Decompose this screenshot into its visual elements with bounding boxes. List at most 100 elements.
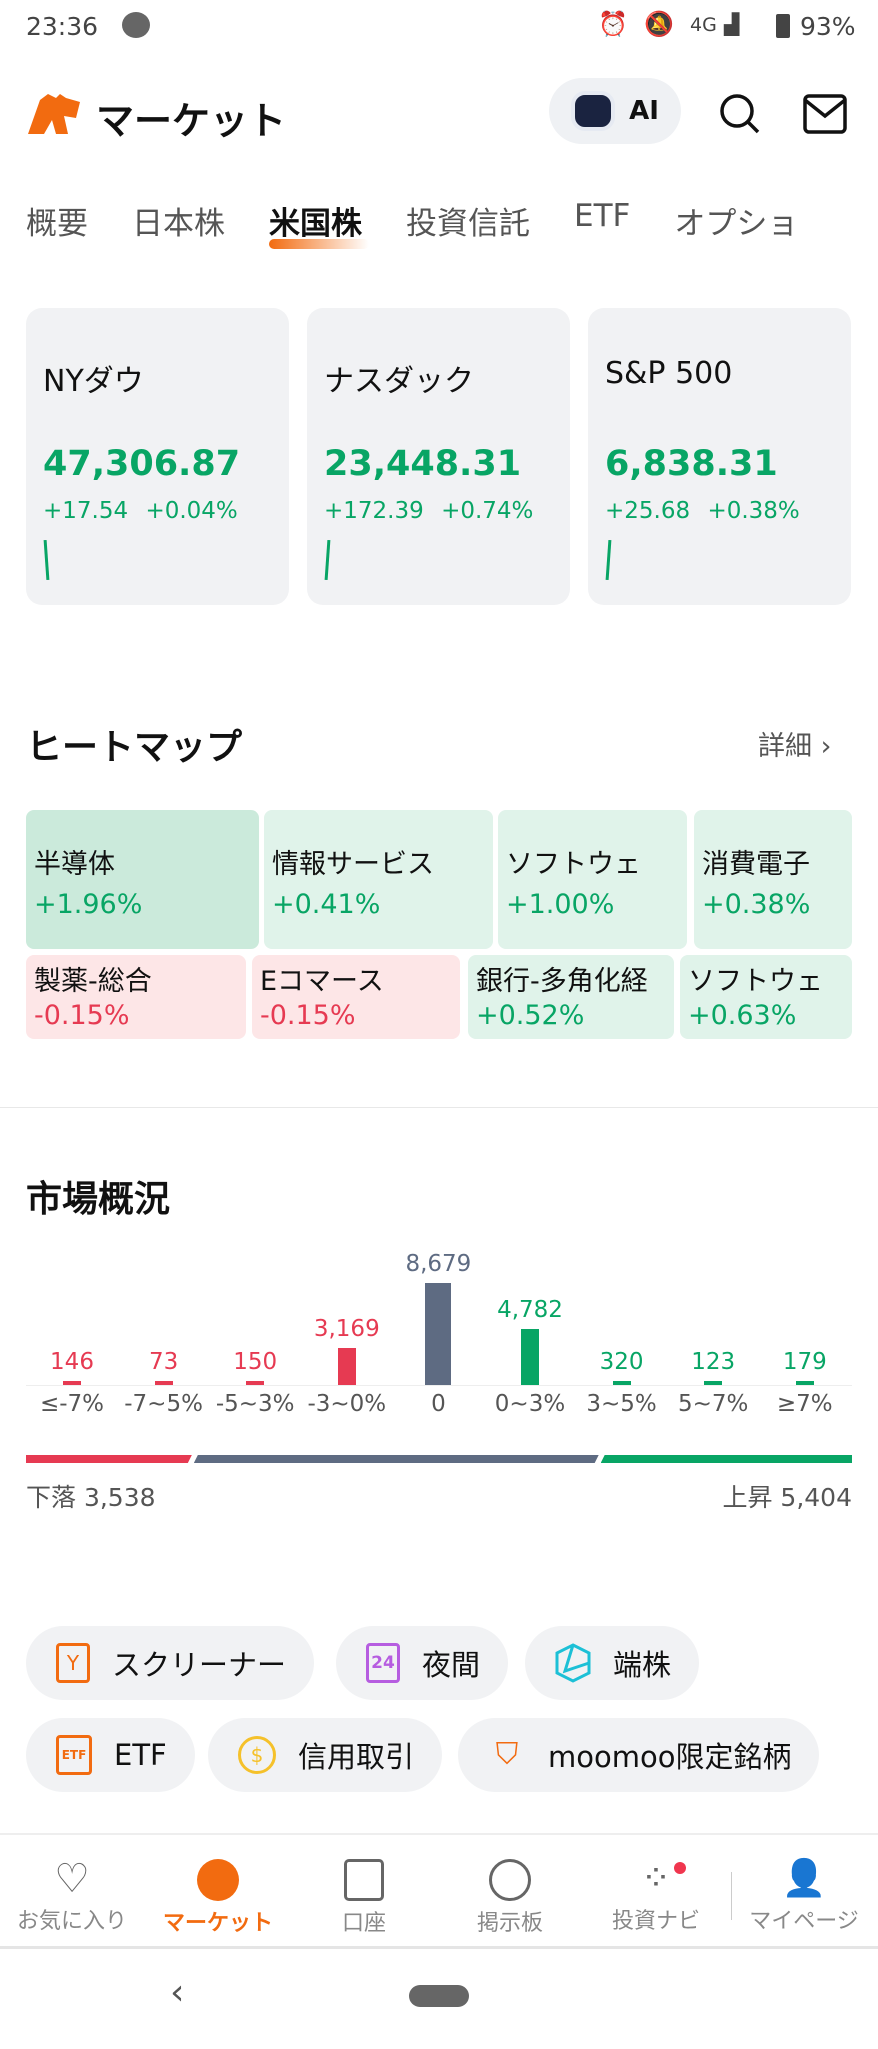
cell-value: -0.15%	[34, 1000, 130, 1031]
etf-icon: ETF	[56, 1735, 92, 1775]
index-card-dow[interactable]: NYダウ 47,306.87 +17.54 +0.04%	[26, 308, 289, 605]
decline-count: 下落 3,538	[26, 1483, 156, 1512]
heatmap-cell[interactable]: Eコマース -0.15%	[252, 955, 460, 1039]
market-tabs: 概要 日本株 米国株 投資信託 ETF オプショ	[26, 198, 799, 249]
index-price: 23,448.31	[324, 444, 522, 484]
heatmap-cell[interactable]: ソフトウェ +1.00%	[498, 810, 687, 949]
category-label: 0	[431, 1391, 446, 1417]
heatmap-cell[interactable]: 銀行-多角化経 +0.52%	[468, 955, 674, 1039]
nav-mypage[interactable]: 👤 マイページ	[734, 1855, 874, 1935]
tab-etf[interactable]: ETF	[574, 198, 631, 234]
cell-value: +0.41%	[272, 889, 381, 920]
wallet-icon	[344, 1859, 384, 1901]
nav-favorites[interactable]: ♡ お気に入り	[2, 1855, 142, 1935]
index-change: +172.39	[324, 498, 424, 524]
nav-label: お気に入り	[16, 1909, 127, 1934]
heatmap-cell[interactable]: ソフトウェ +0.63%	[680, 955, 852, 1039]
cell-name: 情報サービス	[272, 849, 434, 880]
chip-label: 夜間	[422, 1648, 481, 1682]
heatmap-cell[interactable]: 消費電子 +0.38%	[694, 810, 852, 949]
chip-overnight[interactable]: 24 夜間	[336, 1626, 509, 1700]
battery-icon	[776, 14, 790, 38]
bar-value-label: 320	[599, 1349, 644, 1375]
heatmap-cell[interactable]: 半導体 +1.96%	[26, 810, 259, 949]
nav-market[interactable]: マーケット	[148, 1855, 288, 1937]
nav-invest-navi[interactable]: ⁘ 投資ナビ	[586, 1855, 726, 1935]
index-pct: +0.38%	[707, 498, 800, 524]
line-icon	[122, 12, 150, 38]
alarm-icon: ⏰	[598, 10, 628, 38]
nav-label: マイページ	[749, 1909, 859, 1934]
chip-label: 端株	[613, 1648, 672, 1682]
search-icon[interactable]	[718, 92, 762, 136]
category-label: ≤-7%	[39, 1391, 105, 1417]
tab-mutual-funds[interactable]: 投資信託	[406, 206, 530, 242]
heatmap-cell[interactable]: 製薬-総合 -0.15%	[26, 955, 246, 1039]
bar-value-label: 8,679	[405, 1251, 472, 1277]
chip-fractional[interactable]: 端株	[525, 1626, 700, 1700]
nav-account[interactable]: 口座	[294, 1855, 434, 1937]
chip-etf[interactable]: ETF ETF	[26, 1718, 195, 1792]
chip-moomoo-exclusive[interactable]: ⛉ moomoo限定銘柄	[458, 1718, 820, 1792]
bar	[154, 1381, 173, 1385]
index-card-nasdaq[interactable]: ナスダック 23,448.31 +172.39 +0.74%	[307, 308, 570, 605]
home-pill[interactable]	[409, 1985, 469, 2007]
neutral-bar	[194, 1455, 599, 1463]
cell-name: 銀行-多角化経	[476, 966, 648, 997]
bar	[521, 1328, 539, 1385]
cell-value: +1.00%	[506, 889, 615, 920]
notification-dot	[674, 1862, 686, 1874]
cell-name: 製薬-総合	[34, 966, 152, 997]
chip-label: スクリーナー	[112, 1648, 287, 1682]
chip-margin[interactable]: $ 信用取引	[208, 1718, 443, 1792]
bar	[337, 1347, 356, 1385]
index-price: 47,306.87	[43, 444, 241, 484]
category-label: 0~3%	[494, 1391, 566, 1417]
tab-japan-stocks[interactable]: 日本株	[132, 206, 225, 242]
person-icon: 👤	[781, 1858, 827, 1899]
margin-icon: $	[238, 1736, 276, 1774]
battery-level: 93%	[800, 12, 856, 41]
nav-label: 投資ナビ	[611, 1909, 700, 1934]
nav-board[interactable]: 掲示板	[440, 1855, 580, 1937]
advance-bar	[600, 1455, 852, 1463]
heatmap-cell[interactable]: 情報サービス +0.41%	[264, 810, 493, 949]
nav-bottom-border	[0, 1946, 878, 1949]
bar-value-label: 150	[233, 1349, 278, 1375]
mail-icon[interactable]	[803, 94, 847, 134]
bar-value-label: 4,782	[497, 1296, 563, 1323]
nav-label: マーケット	[162, 1911, 273, 1936]
bar	[795, 1381, 814, 1385]
nav-divider	[0, 1833, 878, 1835]
index-change: +25.68	[605, 498, 691, 524]
moomoo-logo-icon	[28, 94, 80, 134]
nav-separator	[731, 1872, 732, 1920]
index-name: S&P 500	[605, 356, 733, 391]
cell-value: +1.96%	[34, 889, 143, 920]
index-change: +17.54	[43, 498, 129, 524]
advance-decline-bar	[26, 1455, 852, 1463]
tab-overview[interactable]: 概要	[26, 206, 88, 242]
category-label: 3~5%	[586, 1391, 657, 1417]
badge-icon: ⛉	[495, 1737, 519, 1772]
ai-robot-icon	[571, 91, 616, 131]
chevron-right-icon: ›	[820, 731, 832, 762]
planet-icon	[197, 1859, 239, 1901]
clock: 23:36	[26, 12, 99, 41]
cell-name: Eコマース	[260, 966, 384, 997]
heart-icon: ♡	[54, 1856, 90, 1902]
bar-value-label: 179	[782, 1349, 827, 1375]
signal-icon: ▟	[724, 12, 740, 36]
tab-us-stocks[interactable]: 米国株	[269, 198, 369, 249]
category-label: -5~3%	[215, 1391, 295, 1417]
heatmap-detail-link[interactable]: 詳細 ›	[758, 724, 831, 763]
sparkline	[605, 539, 612, 581]
index-card-sp500[interactable]: S&P 500 6,838.31 +25.68 +0.38%	[588, 308, 851, 605]
tab-options[interactable]: オプショ	[674, 206, 799, 242]
bar	[612, 1381, 631, 1385]
ai-button[interactable]: AI	[549, 78, 681, 144]
chip-label: 信用取引	[298, 1740, 415, 1774]
cell-value: +0.63%	[688, 1000, 797, 1031]
back-icon[interactable]: ‹	[170, 1972, 185, 2013]
chip-screener[interactable]: Y スクリーナー	[26, 1626, 315, 1700]
